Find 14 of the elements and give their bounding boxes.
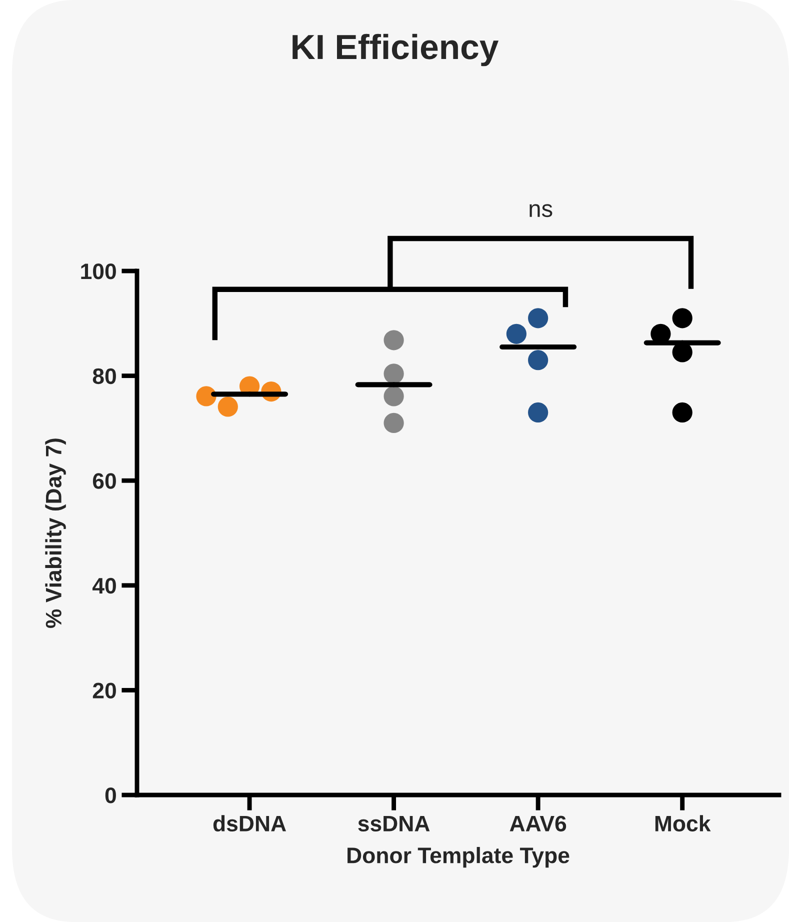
text: ns bbox=[530, 204, 552, 218]
chart-title: KI Efficiency bbox=[292, 34, 499, 66]
y-tick-label: 20 bbox=[92, 682, 116, 698]
y-axis-title: % Viability (Day 7) bbox=[45, 438, 66, 628]
y-tick-label: 0 bbox=[105, 788, 116, 804]
x-axis-title: Donor Template Type bbox=[348, 846, 570, 868]
y-tick-label: 80 bbox=[92, 368, 116, 384]
y-tick-label: 60 bbox=[92, 473, 116, 489]
x-tick-label: AAV6 bbox=[510, 816, 566, 832]
x-tick-label: Mock bbox=[655, 815, 711, 832]
y-tick-label: 40 bbox=[92, 578, 116, 594]
x-tick-label: ssDNA bbox=[358, 816, 430, 832]
x-tick-label: dsDNA bbox=[213, 815, 286, 832]
y-tick-label: 100 bbox=[81, 264, 116, 280]
